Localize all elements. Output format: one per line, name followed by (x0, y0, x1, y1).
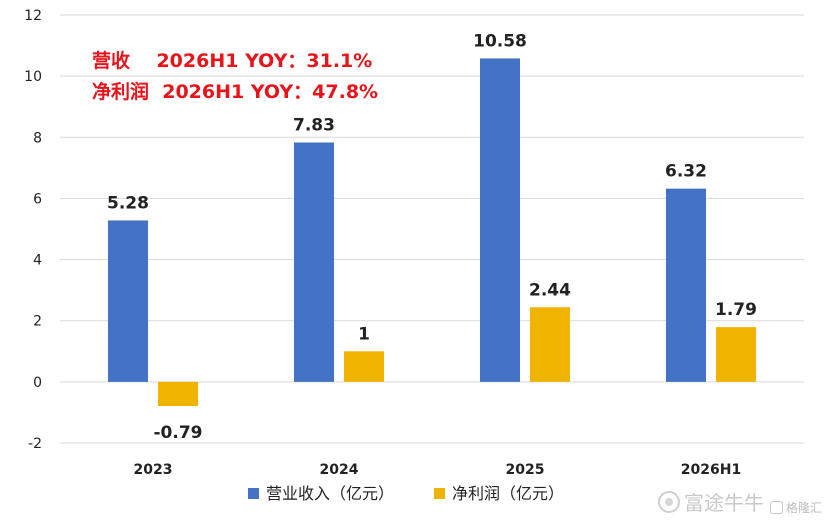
watermark-futu: 富途牛牛 (657, 487, 764, 516)
futu-logo-icon (657, 490, 680, 513)
bar (158, 381, 198, 407)
watermark-gelonghui: 格隆汇 (769, 499, 822, 516)
x-tick-label: 2025 (506, 462, 545, 478)
y-tick-label: 12 (24, 8, 42, 24)
y-tick-label: 2 (33, 314, 42, 330)
data-label: 5.28 (107, 193, 149, 213)
watermark-gelonghui-text: 格隆汇 (785, 501, 822, 515)
gelonghui-logo-icon (769, 501, 783, 514)
data-label: 7.83 (293, 115, 335, 135)
x-tick-label: 2024 (320, 462, 359, 478)
y-tick-label: 10 (24, 69, 42, 85)
x-tick-label: 2023 (134, 462, 173, 478)
y-tick-label: 0 (33, 375, 42, 391)
data-label: 10.58 (473, 31, 527, 51)
legend-label: 营业收入（亿元） (266, 484, 394, 503)
legend-swatch (248, 488, 259, 499)
annotation-revenue-yoy: 营收 2026H1 YOY：31.1% (92, 50, 373, 72)
watermark-futu-text: 富途牛牛 (683, 491, 764, 515)
legend-label: 净利润（亿元） (452, 484, 564, 503)
data-label: 1.79 (715, 300, 757, 320)
bar (666, 188, 706, 382)
bar (344, 351, 384, 382)
data-label: 1 (358, 324, 370, 344)
data-label: 6.32 (665, 162, 707, 182)
bar (530, 307, 570, 382)
bar (294, 142, 334, 382)
data-label: 2.44 (529, 280, 571, 300)
y-tick-label: 8 (33, 130, 42, 146)
legend-swatch (434, 488, 445, 499)
bar (716, 327, 756, 382)
data-label: -0.79 (154, 423, 203, 443)
bar (480, 58, 520, 382)
bar (108, 220, 148, 382)
annotation-profit-yoy: 净利润 2026H1 YOY：47.8% (92, 81, 379, 103)
y-tick-label: 6 (33, 191, 42, 207)
y-tick-label: -2 (28, 436, 42, 452)
watermark: 富途牛牛 格隆汇 (657, 487, 822, 516)
x-tick-label: 2026H1 (681, 462, 741, 478)
y-tick-label: 4 (33, 253, 42, 269)
